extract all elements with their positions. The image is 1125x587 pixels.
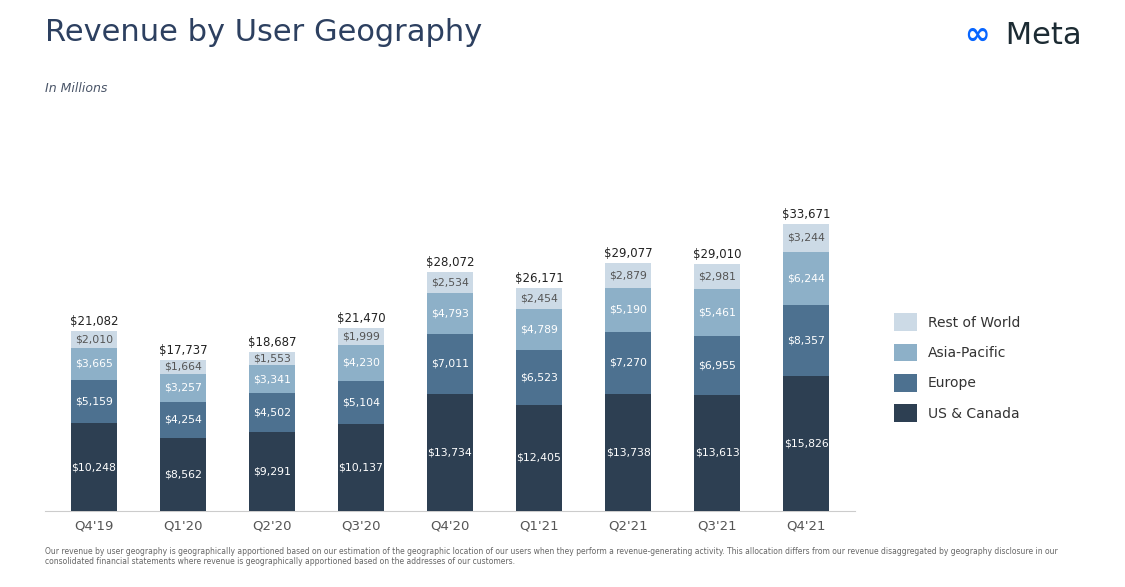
Bar — [338, 424, 384, 511]
Text: $5,159: $5,159 — [75, 396, 112, 407]
Bar — [426, 394, 474, 511]
Text: Meta: Meta — [996, 21, 1081, 50]
Text: ∞: ∞ — [964, 21, 990, 50]
Text: $10,248: $10,248 — [72, 462, 116, 472]
Text: $13,613: $13,613 — [694, 448, 739, 458]
Text: $4,230: $4,230 — [342, 358, 380, 368]
Text: $7,270: $7,270 — [609, 358, 647, 368]
Text: $3,257: $3,257 — [164, 383, 201, 393]
Bar — [783, 252, 829, 305]
Bar — [516, 288, 562, 309]
Bar — [71, 423, 117, 511]
Bar — [338, 381, 384, 424]
Text: $18,687: $18,687 — [248, 336, 296, 349]
Text: In Millions: In Millions — [45, 82, 107, 95]
Bar — [516, 350, 562, 405]
Text: $4,254: $4,254 — [164, 414, 201, 425]
Text: $6,244: $6,244 — [788, 274, 825, 284]
Bar — [160, 360, 206, 374]
Text: $6,523: $6,523 — [520, 372, 558, 382]
Bar — [605, 288, 651, 332]
Bar — [426, 294, 474, 334]
Bar — [71, 331, 117, 348]
Bar — [605, 394, 651, 511]
Bar — [605, 263, 651, 288]
Text: $9,291: $9,291 — [253, 466, 291, 476]
Text: $29,010: $29,010 — [693, 248, 741, 261]
Text: $2,454: $2,454 — [520, 294, 558, 303]
Text: $6,955: $6,955 — [699, 360, 736, 370]
Text: $2,534: $2,534 — [431, 278, 469, 288]
Text: $2,010: $2,010 — [75, 335, 112, 345]
Bar — [516, 405, 562, 511]
Text: $26,171: $26,171 — [514, 272, 564, 285]
Bar — [694, 395, 740, 511]
Bar — [426, 272, 474, 294]
Bar — [249, 431, 295, 511]
Bar — [694, 289, 740, 336]
Text: $21,470: $21,470 — [336, 312, 385, 325]
Bar — [694, 336, 740, 395]
Text: $3,665: $3,665 — [75, 359, 112, 369]
Text: $3,244: $3,244 — [788, 233, 825, 243]
Text: $33,671: $33,671 — [782, 208, 830, 221]
Text: Revenue by User Geography: Revenue by User Geography — [45, 18, 483, 46]
Text: $1,553: $1,553 — [253, 353, 291, 363]
Legend: Rest of World, Asia-Pacific, Europe, US & Canada: Rest of World, Asia-Pacific, Europe, US … — [894, 313, 1020, 422]
Bar — [249, 352, 295, 365]
Text: $1,664: $1,664 — [164, 362, 201, 372]
Bar — [516, 309, 562, 350]
Bar — [694, 264, 740, 289]
Bar — [338, 345, 384, 381]
Text: $4,502: $4,502 — [253, 407, 291, 417]
Text: Our revenue by user geography is geographically apportioned based on our estimat: Our revenue by user geography is geograp… — [45, 547, 1058, 566]
Bar — [249, 365, 295, 393]
Bar — [605, 332, 651, 394]
Text: $12,405: $12,405 — [516, 453, 561, 463]
Text: $3,341: $3,341 — [253, 374, 291, 384]
Text: $21,082: $21,082 — [70, 315, 118, 328]
Text: $4,789: $4,789 — [520, 324, 558, 334]
Bar — [338, 328, 384, 345]
Text: $29,077: $29,077 — [604, 247, 652, 260]
Bar — [160, 374, 206, 402]
Bar — [71, 348, 117, 380]
Text: $15,826: $15,826 — [784, 438, 828, 448]
Bar — [160, 438, 206, 511]
Bar — [71, 380, 117, 423]
Text: $2,981: $2,981 — [699, 271, 736, 281]
Text: $4,793: $4,793 — [431, 309, 469, 319]
Text: $17,737: $17,737 — [159, 344, 207, 357]
Text: $5,461: $5,461 — [699, 308, 736, 318]
Text: $5,104: $5,104 — [342, 397, 380, 408]
Bar — [783, 305, 829, 376]
Bar — [783, 376, 829, 511]
Text: $8,562: $8,562 — [164, 469, 201, 479]
Text: $2,879: $2,879 — [609, 271, 647, 281]
Bar — [249, 393, 295, 431]
Text: $10,137: $10,137 — [339, 463, 384, 473]
Bar — [783, 224, 829, 252]
Text: $28,072: $28,072 — [425, 256, 475, 269]
Bar — [426, 334, 474, 394]
Text: $8,357: $8,357 — [788, 335, 825, 345]
Text: $1,999: $1,999 — [342, 332, 380, 342]
Text: $7,011: $7,011 — [431, 359, 469, 369]
Text: $5,190: $5,190 — [609, 305, 647, 315]
Text: $13,738: $13,738 — [605, 447, 650, 457]
Text: $13,734: $13,734 — [428, 447, 472, 457]
Bar — [160, 402, 206, 438]
